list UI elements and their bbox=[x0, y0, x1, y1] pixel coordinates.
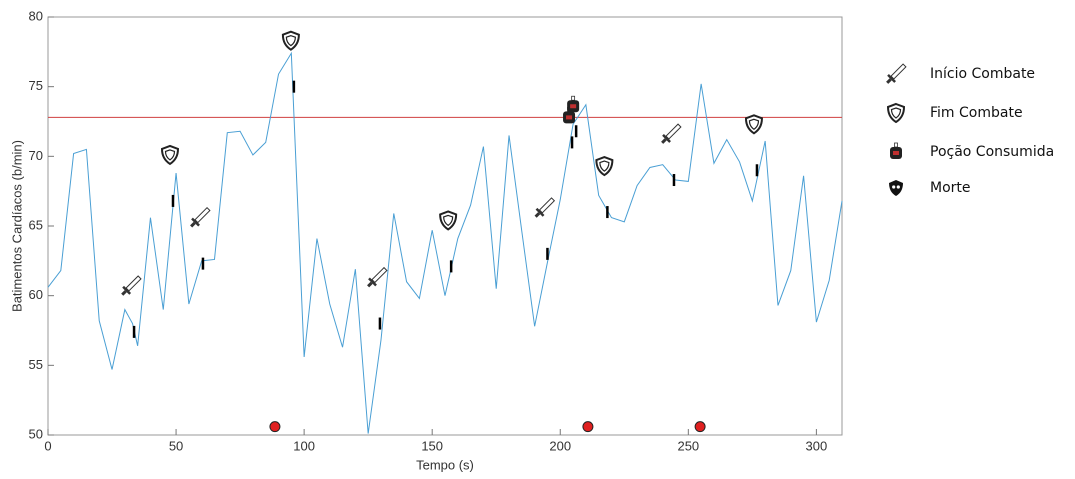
y-tick-label: 65 bbox=[29, 217, 43, 232]
data-line bbox=[47, 51, 843, 434]
y-tick-label: 70 bbox=[29, 148, 43, 163]
legend-icon bbox=[889, 180, 903, 196]
x-tick-label: 0 bbox=[44, 438, 51, 453]
event-icon bbox=[160, 144, 179, 165]
y-tick-label: 80 bbox=[29, 8, 43, 23]
event-icon bbox=[187, 205, 213, 231]
legend-label: Início Combate bbox=[930, 66, 1035, 82]
legend-icon bbox=[887, 103, 905, 123]
x-tick-label: 50 bbox=[169, 438, 183, 453]
x-tick-label: 200 bbox=[549, 438, 571, 453]
event-icon bbox=[439, 210, 458, 231]
event-icon bbox=[531, 195, 557, 221]
death-marker bbox=[694, 421, 706, 433]
legend-icon bbox=[889, 142, 903, 160]
x-tick-label: 300 bbox=[806, 438, 828, 453]
legend-label: Fim Combate bbox=[930, 105, 1023, 121]
death-marker bbox=[582, 421, 594, 433]
event-icon bbox=[118, 273, 144, 299]
event-icon bbox=[658, 121, 684, 147]
y-tick-label: 50 bbox=[29, 426, 43, 441]
event-icon bbox=[595, 156, 614, 177]
x-tick-label: 250 bbox=[677, 438, 699, 453]
x-tick-label: 150 bbox=[421, 438, 443, 453]
event-icon bbox=[566, 95, 580, 113]
y-tick-label: 60 bbox=[29, 287, 43, 302]
y-tick-label: 75 bbox=[29, 78, 43, 93]
death-marker bbox=[269, 421, 281, 433]
event-icon bbox=[744, 114, 763, 135]
y-tick-label: 55 bbox=[29, 357, 43, 372]
legend-icon bbox=[883, 61, 909, 87]
event-icon bbox=[281, 30, 300, 51]
legend-label: Poção Consumida bbox=[930, 144, 1054, 160]
event-icon bbox=[364, 265, 390, 291]
legend-label: Morte bbox=[930, 180, 971, 196]
x-tick-label: 100 bbox=[293, 438, 315, 453]
x-axis-label: Tempo (s) bbox=[416, 457, 474, 472]
y-axis-label: Batimentos Cardíacos (b/min) bbox=[9, 140, 24, 312]
